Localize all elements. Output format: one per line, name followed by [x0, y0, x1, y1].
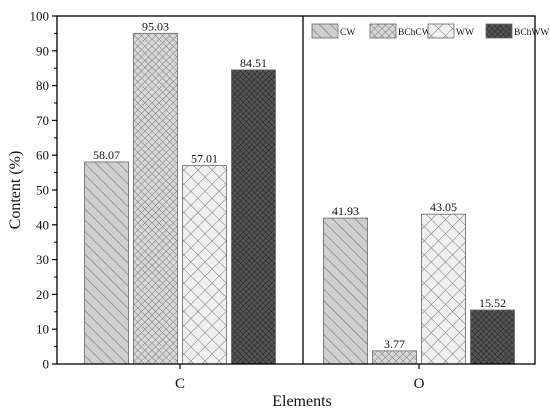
data-label-cw-c: 58.07 [93, 148, 120, 162]
bar-bchcw-c [133, 32, 178, 365]
data-label-ww-o: 43.05 [430, 200, 457, 214]
data-label-bchww-c: 84.51 [240, 56, 267, 70]
y-tick-label: 60 [36, 148, 49, 163]
legend-swatch-bchcw [369, 23, 397, 39]
legend: CW BChCW WW BChWW [311, 23, 549, 39]
data-label-bchww-o: 15.52 [479, 296, 506, 310]
y-tick-label: 70 [36, 113, 49, 128]
y-tick-label: 0 [43, 357, 50, 372]
y-tick-label: 30 [36, 252, 49, 267]
y-axis: 0 10 20 30 40 50 60 70 80 90 100 [30, 9, 57, 372]
data-label-bchcw-c: 95.03 [142, 19, 169, 33]
legend-label-cw: CW [340, 28, 355, 38]
bar-cw-o [323, 217, 368, 365]
x-tick-label-o: O [414, 376, 425, 392]
bar-group [84, 32, 515, 365]
x-tick-label-c: C [175, 376, 185, 392]
legend-swatch-ww [427, 23, 455, 39]
y-axis-label: Content (%) [7, 151, 24, 230]
legend-label-bchww: BChWW [514, 28, 549, 38]
y-tick-label: 100 [30, 9, 50, 24]
legend-swatch-cw [311, 23, 339, 39]
data-label-group: 58.07 95.03 57.01 84.51 41.93 3.77 43.05 15.52 [93, 19, 506, 351]
y-tick-label: 40 [36, 217, 49, 232]
bar-bchww-c [231, 69, 276, 365]
data-label-bchcw-o: 3.77 [384, 337, 405, 351]
bar-ww-o [421, 213, 466, 365]
y-tick-label: 20 [36, 287, 49, 302]
y-tick-label: 10 [36, 322, 49, 337]
x-axis-label: Elements [272, 393, 332, 410]
y-tick-label: 90 [36, 43, 49, 58]
bar-bchww-o [470, 309, 515, 365]
legend-swatch-bchww [485, 23, 513, 39]
bar-bchcw-o [372, 350, 417, 365]
data-label-ww-c: 57.01 [191, 152, 218, 166]
y-tick-label: 80 [36, 78, 49, 93]
bar-ww-c [182, 165, 227, 365]
bar-cw-c [84, 161, 129, 365]
data-label-cw-o: 41.93 [332, 204, 359, 218]
legend-label-bchcw: BChCW [398, 28, 431, 38]
y-tick-label: 50 [36, 183, 49, 198]
legend-label-ww: WW [456, 28, 474, 38]
